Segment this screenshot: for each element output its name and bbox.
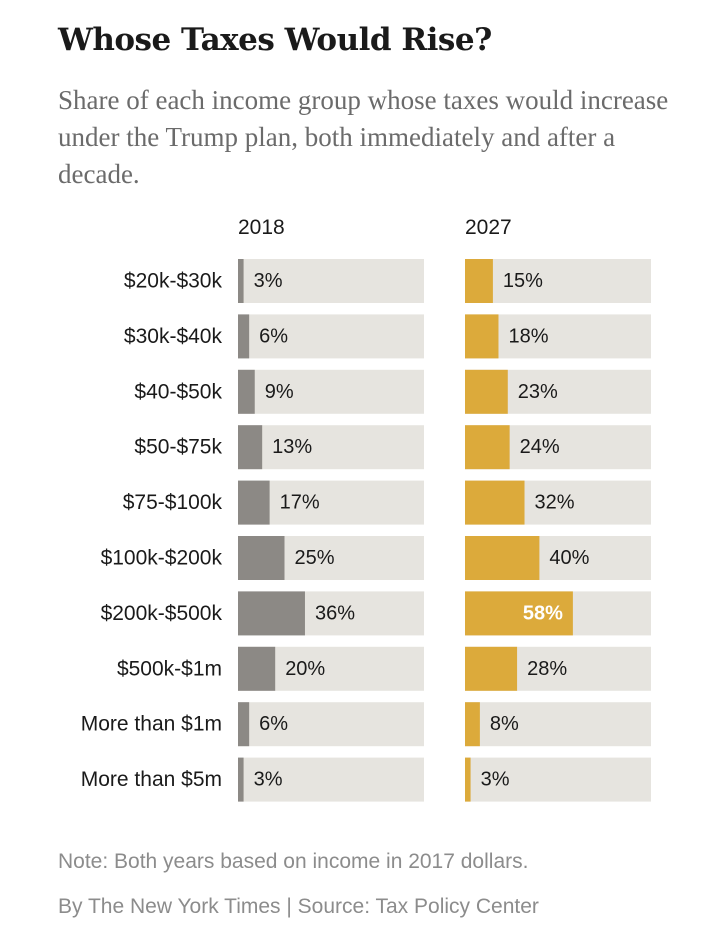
category-label: $40-$50k xyxy=(134,380,222,403)
bar-track xyxy=(238,425,424,470)
bar-track xyxy=(465,757,651,802)
bar-2027 xyxy=(465,480,525,525)
bar-value-label: 32% xyxy=(535,492,575,514)
bar-value-label: 3% xyxy=(481,769,510,791)
bar-2027 xyxy=(465,591,573,636)
bar-2027 xyxy=(465,757,471,802)
bar-2027 xyxy=(465,425,510,470)
bar-value-label: 13% xyxy=(272,436,312,458)
bar-2027 xyxy=(465,314,499,359)
bar-track xyxy=(238,259,424,303)
bar-2018 xyxy=(238,480,270,525)
category-label: $75-$100k xyxy=(123,491,223,514)
category-label: $30k-$40k xyxy=(124,325,223,348)
bar-2018 xyxy=(238,646,276,691)
category-label: $50-$75k xyxy=(134,436,222,459)
bar-value-label: 18% xyxy=(508,325,548,347)
bar-2018 xyxy=(238,591,305,636)
bar-chart: 2018 2027 $20k-$30k $30k-$40k $40-$50k $50-$7… xyxy=(81,216,651,802)
chart-note: Note: Both years based on income in 2017… xyxy=(58,850,529,873)
bar-track xyxy=(238,757,424,802)
bar-value-label: 17% xyxy=(280,492,320,514)
bar-value-label: 6% xyxy=(259,325,288,347)
category-label: $500k-$1m xyxy=(117,657,222,680)
bar-2027 xyxy=(465,536,540,580)
bar-2018 xyxy=(238,314,250,359)
series-label-2018: 2018 xyxy=(238,216,285,239)
bar-track xyxy=(465,702,651,747)
bar-track xyxy=(238,369,424,414)
bar-value-label: 9% xyxy=(265,381,294,403)
bar-2018 xyxy=(238,757,244,802)
bar-2018 xyxy=(238,369,255,414)
bar-value-label: 20% xyxy=(285,658,325,680)
chart-credit: By The New York Times | Source: Tax Poli… xyxy=(58,895,539,918)
bar-value-label: 36% xyxy=(315,602,355,624)
category-label: $100k-$200k xyxy=(101,547,223,570)
bar-value-label: 3% xyxy=(254,769,283,791)
category-label: $20k-$30k xyxy=(124,270,223,293)
bar-value-label: 15% xyxy=(503,270,543,292)
bar-value-label: 25% xyxy=(295,547,335,569)
category-label: $200k-$500k xyxy=(101,602,223,625)
bar-2027 xyxy=(465,702,480,747)
bar-value-label: 23% xyxy=(518,381,558,403)
category-label: More than $1m xyxy=(81,713,222,736)
bar-2018 xyxy=(238,259,244,303)
bar-value-label: 40% xyxy=(549,547,589,569)
bar-value-label: 3% xyxy=(254,270,283,292)
bar-value-label: 28% xyxy=(527,658,567,680)
series-label-2027: 2027 xyxy=(465,216,512,239)
bar-2018 xyxy=(238,536,285,580)
bar-2027 xyxy=(465,259,493,303)
bar-2027 xyxy=(465,646,518,691)
bar-value-label: 58% xyxy=(523,602,563,624)
bar-value-label: 8% xyxy=(490,713,519,735)
bar-value-label: 24% xyxy=(520,436,560,458)
chart-title: Whose Taxes Would Rise? xyxy=(58,22,492,58)
bar-track xyxy=(238,702,424,747)
bar-track xyxy=(465,259,651,303)
category-label: More than $5m xyxy=(81,768,222,791)
bar-track xyxy=(238,314,424,359)
bar-2018 xyxy=(238,702,250,747)
bar-value-label: 6% xyxy=(259,713,288,735)
bar-2027 xyxy=(465,369,508,414)
bar-2018 xyxy=(238,425,263,470)
chart-subtitle: Share of each income group whose taxes w… xyxy=(58,85,669,189)
